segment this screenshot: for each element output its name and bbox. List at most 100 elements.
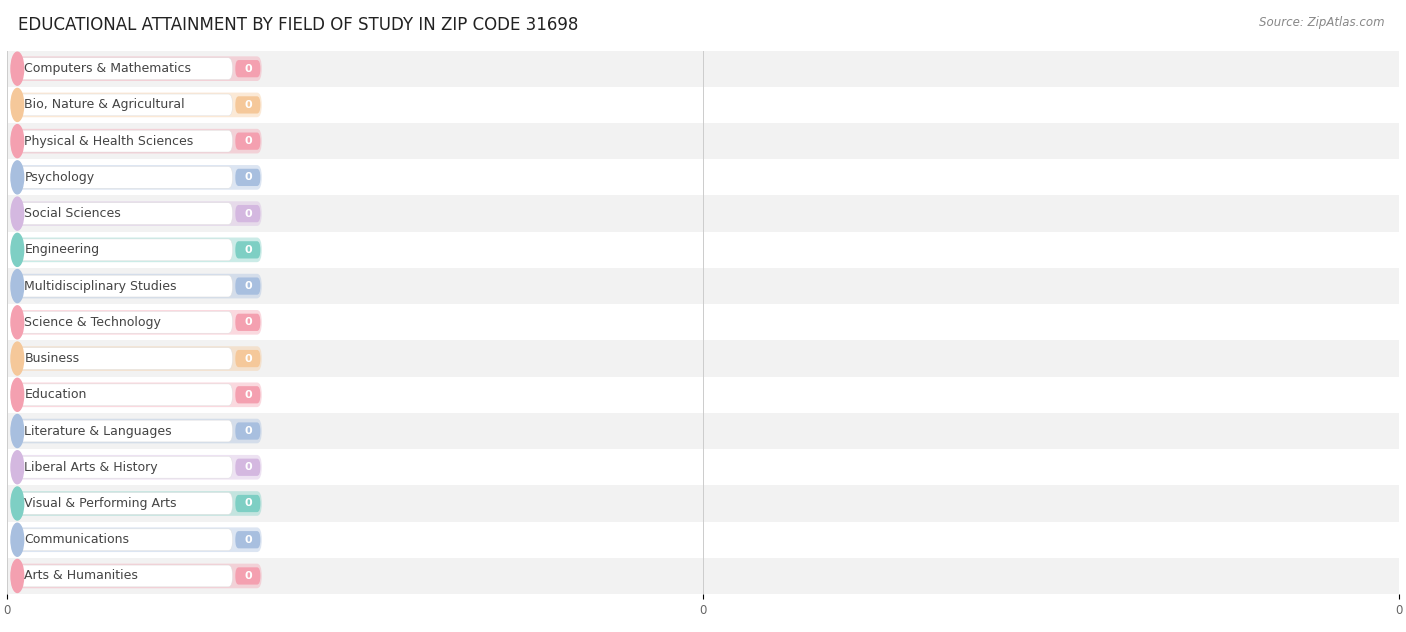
Text: 0: 0 bbox=[245, 426, 252, 436]
FancyBboxPatch shape bbox=[235, 568, 260, 585]
FancyBboxPatch shape bbox=[13, 565, 232, 587]
FancyBboxPatch shape bbox=[13, 348, 232, 370]
Circle shape bbox=[11, 52, 24, 85]
Text: Social Sciences: Social Sciences bbox=[24, 207, 121, 220]
Text: 0: 0 bbox=[245, 462, 252, 472]
FancyBboxPatch shape bbox=[235, 277, 260, 295]
FancyBboxPatch shape bbox=[13, 239, 232, 261]
FancyBboxPatch shape bbox=[11, 93, 262, 117]
FancyBboxPatch shape bbox=[235, 386, 260, 403]
Bar bbox=[7, 341, 1399, 377]
Bar bbox=[7, 195, 1399, 232]
Circle shape bbox=[11, 415, 24, 447]
Bar bbox=[7, 87, 1399, 123]
Text: 0: 0 bbox=[245, 173, 252, 183]
Circle shape bbox=[11, 125, 24, 157]
FancyBboxPatch shape bbox=[11, 129, 262, 154]
Bar bbox=[7, 521, 1399, 558]
FancyBboxPatch shape bbox=[11, 238, 262, 262]
Circle shape bbox=[11, 161, 24, 194]
Text: Communications: Communications bbox=[24, 533, 129, 546]
Text: 0: 0 bbox=[245, 136, 252, 146]
Circle shape bbox=[11, 379, 24, 411]
FancyBboxPatch shape bbox=[235, 205, 260, 222]
Circle shape bbox=[11, 270, 24, 303]
FancyBboxPatch shape bbox=[11, 165, 262, 190]
FancyBboxPatch shape bbox=[235, 313, 260, 331]
Bar bbox=[7, 232, 1399, 268]
FancyBboxPatch shape bbox=[235, 96, 260, 114]
Text: 0: 0 bbox=[245, 353, 252, 363]
Circle shape bbox=[11, 306, 24, 339]
FancyBboxPatch shape bbox=[13, 275, 232, 297]
FancyBboxPatch shape bbox=[235, 133, 260, 150]
Text: Engineering: Engineering bbox=[24, 243, 100, 257]
Circle shape bbox=[11, 342, 24, 375]
FancyBboxPatch shape bbox=[235, 531, 260, 549]
FancyBboxPatch shape bbox=[11, 455, 262, 480]
Text: Computers & Mathematics: Computers & Mathematics bbox=[24, 62, 191, 75]
Circle shape bbox=[11, 487, 24, 520]
FancyBboxPatch shape bbox=[13, 166, 232, 188]
Text: Bio, Nature & Agricultural: Bio, Nature & Agricultural bbox=[24, 99, 186, 111]
FancyBboxPatch shape bbox=[235, 60, 260, 77]
FancyBboxPatch shape bbox=[11, 491, 262, 516]
Text: Literature & Languages: Literature & Languages bbox=[24, 425, 172, 437]
Text: Multidisciplinary Studies: Multidisciplinary Studies bbox=[24, 279, 177, 293]
FancyBboxPatch shape bbox=[13, 420, 232, 442]
FancyBboxPatch shape bbox=[13, 312, 232, 333]
FancyBboxPatch shape bbox=[11, 564, 262, 588]
Bar bbox=[7, 413, 1399, 449]
Bar bbox=[7, 485, 1399, 521]
FancyBboxPatch shape bbox=[13, 94, 232, 116]
FancyBboxPatch shape bbox=[13, 130, 232, 152]
FancyBboxPatch shape bbox=[13, 58, 232, 80]
Text: 0: 0 bbox=[245, 571, 252, 581]
FancyBboxPatch shape bbox=[11, 346, 262, 371]
FancyBboxPatch shape bbox=[13, 492, 232, 514]
FancyBboxPatch shape bbox=[235, 169, 260, 186]
Text: Source: ZipAtlas.com: Source: ZipAtlas.com bbox=[1260, 16, 1385, 29]
FancyBboxPatch shape bbox=[13, 529, 232, 550]
Circle shape bbox=[11, 451, 24, 483]
FancyBboxPatch shape bbox=[235, 495, 260, 512]
FancyBboxPatch shape bbox=[235, 422, 260, 440]
Text: 0: 0 bbox=[245, 281, 252, 291]
Text: Education: Education bbox=[24, 388, 87, 401]
Circle shape bbox=[11, 559, 24, 592]
FancyBboxPatch shape bbox=[13, 203, 232, 224]
FancyBboxPatch shape bbox=[13, 456, 232, 478]
Bar bbox=[7, 159, 1399, 195]
Text: 0: 0 bbox=[245, 100, 252, 110]
FancyBboxPatch shape bbox=[235, 241, 260, 258]
Text: 0: 0 bbox=[245, 499, 252, 509]
FancyBboxPatch shape bbox=[11, 310, 262, 334]
Text: Science & Technology: Science & Technology bbox=[24, 316, 162, 329]
Text: Business: Business bbox=[24, 352, 80, 365]
Text: 0: 0 bbox=[245, 64, 252, 74]
Bar bbox=[7, 123, 1399, 159]
Bar bbox=[7, 377, 1399, 413]
Text: 0: 0 bbox=[245, 535, 252, 545]
Bar bbox=[7, 51, 1399, 87]
Circle shape bbox=[11, 88, 24, 121]
Bar bbox=[7, 304, 1399, 341]
FancyBboxPatch shape bbox=[11, 528, 262, 552]
Circle shape bbox=[11, 197, 24, 230]
FancyBboxPatch shape bbox=[11, 419, 262, 443]
FancyBboxPatch shape bbox=[235, 350, 260, 367]
Text: 0: 0 bbox=[245, 209, 252, 219]
Text: Visual & Performing Arts: Visual & Performing Arts bbox=[24, 497, 177, 510]
Bar bbox=[7, 449, 1399, 485]
FancyBboxPatch shape bbox=[235, 459, 260, 476]
FancyBboxPatch shape bbox=[11, 56, 262, 81]
Text: Liberal Arts & History: Liberal Arts & History bbox=[24, 461, 157, 474]
Text: EDUCATIONAL ATTAINMENT BY FIELD OF STUDY IN ZIP CODE 31698: EDUCATIONAL ATTAINMENT BY FIELD OF STUDY… bbox=[18, 16, 579, 33]
Text: 0: 0 bbox=[245, 317, 252, 327]
Text: Physical & Health Sciences: Physical & Health Sciences bbox=[24, 135, 194, 148]
Text: Psychology: Psychology bbox=[24, 171, 94, 184]
FancyBboxPatch shape bbox=[11, 382, 262, 407]
Text: 0: 0 bbox=[245, 245, 252, 255]
FancyBboxPatch shape bbox=[13, 384, 232, 406]
Text: Arts & Humanities: Arts & Humanities bbox=[24, 569, 138, 583]
